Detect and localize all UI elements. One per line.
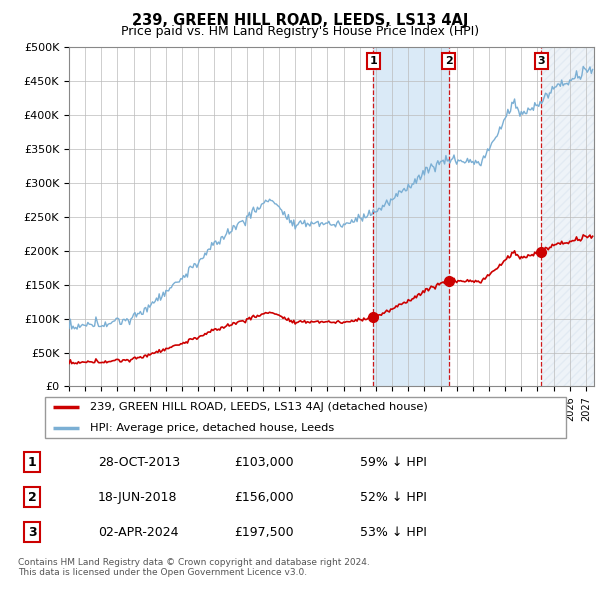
Text: This data is licensed under the Open Government Licence v3.0.: This data is licensed under the Open Gov…	[18, 568, 307, 576]
Text: 18-JUN-2018: 18-JUN-2018	[98, 490, 178, 504]
Text: 2: 2	[445, 56, 452, 65]
Text: 28-OCT-2013: 28-OCT-2013	[98, 455, 180, 468]
Text: Price paid vs. HM Land Registry's House Price Index (HPI): Price paid vs. HM Land Registry's House …	[121, 25, 479, 38]
Text: Contains HM Land Registry data © Crown copyright and database right 2024.: Contains HM Land Registry data © Crown c…	[18, 558, 370, 566]
Bar	[541, 47, 600, 386]
Text: 02-APR-2024: 02-APR-2024	[98, 526, 178, 539]
Text: 1: 1	[28, 455, 37, 468]
Text: 1: 1	[370, 56, 377, 65]
Text: 52% ↓ HPI: 52% ↓ HPI	[360, 490, 427, 504]
Text: 3: 3	[28, 526, 37, 539]
Text: 239, GREEN HILL ROAD, LEEDS, LS13 4AJ (detached house): 239, GREEN HILL ROAD, LEEDS, LS13 4AJ (d…	[89, 402, 427, 412]
Text: 2: 2	[28, 490, 37, 504]
Bar	[541, 47, 600, 386]
Bar	[373, 47, 449, 386]
Text: 59% ↓ HPI: 59% ↓ HPI	[360, 455, 427, 468]
Text: 3: 3	[538, 56, 545, 65]
Text: £156,000: £156,000	[235, 490, 294, 504]
Text: 53% ↓ HPI: 53% ↓ HPI	[360, 526, 427, 539]
Text: £197,500: £197,500	[235, 526, 294, 539]
Text: 239, GREEN HILL ROAD, LEEDS, LS13 4AJ: 239, GREEN HILL ROAD, LEEDS, LS13 4AJ	[132, 13, 468, 28]
Text: £103,000: £103,000	[235, 455, 294, 468]
Text: HPI: Average price, detached house, Leeds: HPI: Average price, detached house, Leed…	[89, 422, 334, 432]
FancyBboxPatch shape	[44, 397, 566, 438]
